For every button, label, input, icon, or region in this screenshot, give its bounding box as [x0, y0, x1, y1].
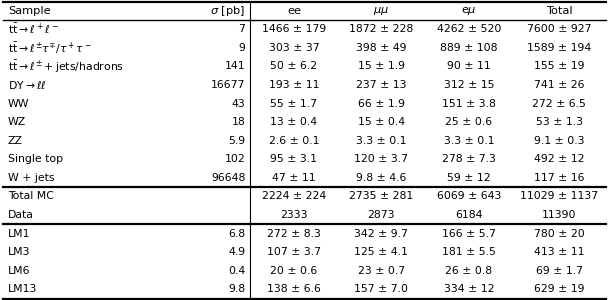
Text: 43: 43	[231, 99, 245, 109]
Text: 237 ± 13: 237 ± 13	[356, 80, 407, 90]
Text: e$\mu$: e$\mu$	[461, 5, 477, 17]
Text: 741 ± 26: 741 ± 26	[534, 80, 585, 90]
Text: 9.8: 9.8	[228, 284, 245, 294]
Text: LM13: LM13	[8, 284, 37, 294]
Text: 3.3 ± 0.1: 3.3 ± 0.1	[356, 136, 407, 146]
Text: 2735 ± 281: 2735 ± 281	[349, 191, 414, 201]
Text: WZ: WZ	[8, 117, 26, 127]
Text: ee: ee	[287, 6, 301, 16]
Text: Data: Data	[8, 210, 33, 220]
Text: 334 ± 12: 334 ± 12	[443, 284, 494, 294]
Text: 102: 102	[225, 154, 245, 164]
Text: 3.3 ± 0.1: 3.3 ± 0.1	[443, 136, 494, 146]
Text: 5.9: 5.9	[228, 136, 245, 146]
Text: 107 ± 3.7: 107 ± 3.7	[267, 247, 321, 257]
Text: WW: WW	[8, 99, 29, 109]
Text: 4262 ± 520: 4262 ± 520	[437, 24, 501, 34]
Text: 6069 ± 643: 6069 ± 643	[437, 191, 501, 201]
Text: 6.8: 6.8	[228, 229, 245, 238]
Text: 7600 ± 927: 7600 ± 927	[527, 24, 591, 34]
Text: 96648: 96648	[211, 173, 245, 183]
Text: 780 ± 20: 780 ± 20	[534, 229, 585, 238]
Text: 59 ± 12: 59 ± 12	[447, 173, 491, 183]
Text: 20 ± 0.6: 20 ± 0.6	[270, 266, 317, 276]
Text: 141: 141	[225, 61, 245, 71]
Text: 342 ± 9.7: 342 ± 9.7	[354, 229, 408, 238]
Text: 2224 ± 224: 2224 ± 224	[262, 191, 326, 201]
Text: 25 ± 0.6: 25 ± 0.6	[445, 117, 492, 127]
Text: 13 ± 0.4: 13 ± 0.4	[270, 117, 317, 127]
Text: 413 ± 11: 413 ± 11	[534, 247, 585, 257]
Text: 398 ± 49: 398 ± 49	[356, 43, 407, 53]
Text: 492 ± 12: 492 ± 12	[534, 154, 585, 164]
Text: 66 ± 1.9: 66 ± 1.9	[358, 99, 405, 109]
Text: Total MC: Total MC	[8, 191, 54, 201]
Text: 55 ± 1.7: 55 ± 1.7	[270, 99, 317, 109]
Text: 1466 ± 179: 1466 ± 179	[262, 24, 326, 34]
Text: 278 ± 7.3: 278 ± 7.3	[442, 154, 496, 164]
Text: $\mathrm{DY}\to \ell\ell$: $\mathrm{DY}\to \ell\ell$	[8, 79, 47, 91]
Text: $\mathrm{t\bar{t}} \to \ell^{\pm}+\mathrm{jets/hadrons}$: $\mathrm{t\bar{t}} \to \ell^{\pm}+\mathr…	[8, 58, 124, 75]
Text: Sample: Sample	[8, 6, 51, 16]
Text: LM6: LM6	[8, 266, 30, 276]
Text: LM3: LM3	[8, 247, 30, 257]
Text: 166 ± 5.7: 166 ± 5.7	[442, 229, 496, 238]
Text: 1589 ± 194: 1589 ± 194	[527, 43, 591, 53]
Text: 11029 ± 1137: 11029 ± 1137	[520, 191, 598, 201]
Text: 15 ± 1.9: 15 ± 1.9	[358, 61, 405, 71]
Text: $\mathrm{t\bar{t}} \to \ell^{\pm}\tau^{\mp}/\tau^+\tau^-$: $\mathrm{t\bar{t}} \to \ell^{\pm}\tau^{\…	[8, 40, 92, 56]
Text: 18: 18	[231, 117, 245, 127]
Text: 2333: 2333	[280, 210, 308, 220]
Text: $\mu\mu$: $\mu\mu$	[373, 5, 389, 17]
Text: 193 ± 11: 193 ± 11	[269, 80, 319, 90]
Text: 7: 7	[239, 24, 245, 34]
Text: 95 ± 3.1: 95 ± 3.1	[270, 154, 317, 164]
Text: 138 ± 6.6: 138 ± 6.6	[267, 284, 321, 294]
Text: 53 ± 1.3: 53 ± 1.3	[536, 117, 583, 127]
Text: 16677: 16677	[211, 80, 245, 90]
Text: 151 ± 3.8: 151 ± 3.8	[442, 99, 496, 109]
Text: 0.4: 0.4	[228, 266, 245, 276]
Text: 9: 9	[239, 43, 245, 53]
Text: 50 ± 6.2: 50 ± 6.2	[270, 61, 317, 71]
Text: 120 ± 3.7: 120 ± 3.7	[354, 154, 409, 164]
Text: $\mathrm{t\bar{t}} \to \ell^+\ell^-$: $\mathrm{t\bar{t}} \to \ell^+\ell^-$	[8, 22, 59, 37]
Text: 26 ± 0.8: 26 ± 0.8	[445, 266, 492, 276]
Text: 629 ± 19: 629 ± 19	[534, 284, 585, 294]
Text: 69 ± 1.7: 69 ± 1.7	[536, 266, 583, 276]
Text: 889 ± 108: 889 ± 108	[440, 43, 498, 53]
Text: 23 ± 0.7: 23 ± 0.7	[358, 266, 405, 276]
Text: 312 ± 15: 312 ± 15	[443, 80, 494, 90]
Text: Single top: Single top	[8, 154, 63, 164]
Text: ZZ: ZZ	[8, 136, 23, 146]
Text: 2873: 2873	[368, 210, 395, 220]
Text: 4.9: 4.9	[228, 247, 245, 257]
Text: 9.8 ± 4.6: 9.8 ± 4.6	[356, 173, 407, 183]
Text: 15 ± 0.4: 15 ± 0.4	[358, 117, 405, 127]
Text: 303 ± 37: 303 ± 37	[269, 43, 319, 53]
Text: 272 ± 8.3: 272 ± 8.3	[267, 229, 321, 238]
Text: 6184: 6184	[455, 210, 482, 220]
Text: 2.6 ± 0.1: 2.6 ± 0.1	[269, 136, 319, 146]
Text: 11390: 11390	[542, 210, 577, 220]
Text: LM1: LM1	[8, 229, 30, 238]
Text: 181 ± 5.5: 181 ± 5.5	[442, 247, 496, 257]
Text: $\sigma$ [pb]: $\sigma$ [pb]	[210, 4, 245, 18]
Text: 90 ± 11: 90 ± 11	[447, 61, 491, 71]
Text: 1872 ± 228: 1872 ± 228	[349, 24, 414, 34]
Text: 155 ± 19: 155 ± 19	[534, 61, 585, 71]
Text: 272 ± 6.5: 272 ± 6.5	[532, 99, 586, 109]
Text: 47 ± 11: 47 ± 11	[272, 173, 315, 183]
Text: W + jets: W + jets	[8, 173, 54, 183]
Text: 9.1 ± 0.3: 9.1 ± 0.3	[534, 136, 585, 146]
Text: Total: Total	[546, 6, 572, 16]
Text: 157 ± 7.0: 157 ± 7.0	[354, 284, 409, 294]
Text: 125 ± 4.1: 125 ± 4.1	[354, 247, 408, 257]
Text: 117 ± 16: 117 ± 16	[534, 173, 585, 183]
